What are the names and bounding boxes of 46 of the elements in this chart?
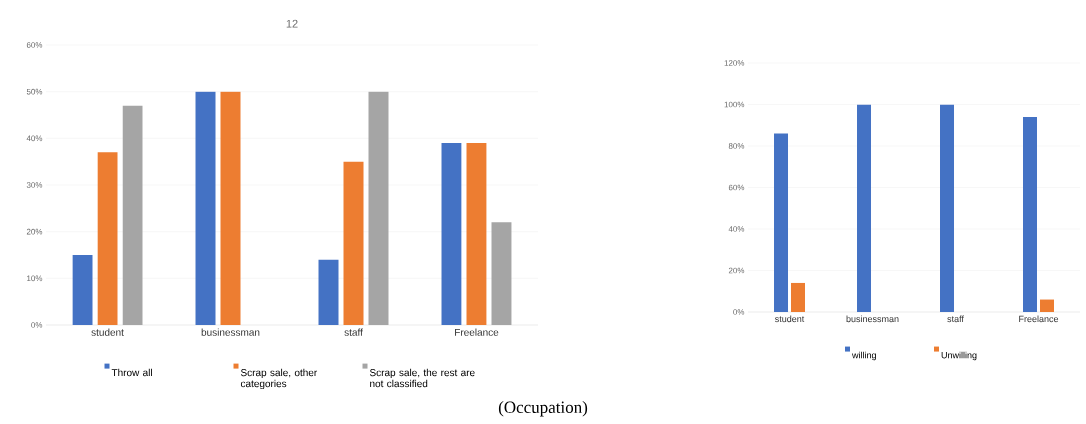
- x-tick-label: Freelance: [455, 328, 499, 336]
- bar: [857, 104, 872, 312]
- y-tick-label: 20%: [728, 267, 745, 274]
- chart-title: 12: [286, 19, 298, 28]
- legend-label: Throw all: [111, 368, 152, 377]
- bar: [1040, 299, 1054, 312]
- bar: [1023, 116, 1037, 312]
- bar: [195, 91, 216, 325]
- y-tick-label: 80%: [728, 143, 745, 149]
- y-tick-label: 60%: [728, 184, 745, 191]
- y-tick-label: 120%: [724, 60, 745, 66]
- legend-label: Unwilling: [941, 351, 977, 361]
- y-tick-label: 100%: [724, 101, 745, 108]
- legend-label: willing: [851, 351, 876, 361]
- bar: [441, 143, 462, 325]
- y-tick-label: 40%: [26, 135, 43, 142]
- bar: [97, 152, 118, 325]
- x-tick-label: student: [91, 328, 124, 336]
- legend-label: Scrap sale, the rest are not classified: [369, 368, 475, 388]
- x-tick-label: businessman: [201, 328, 260, 336]
- x-tick-label: Freelance: [1019, 315, 1059, 323]
- y-tick-label: 50%: [26, 88, 43, 95]
- x-tick-label: staff: [344, 328, 363, 336]
- y-tick-label: 60%: [26, 42, 43, 48]
- bar: [791, 282, 806, 312]
- bar: [774, 133, 789, 312]
- bar: [940, 104, 955, 312]
- y-tick-label: 10%: [27, 275, 43, 282]
- bar: [72, 255, 93, 325]
- x-tick-label: student: [775, 315, 805, 323]
- y-tick-label: 20%: [26, 228, 43, 235]
- bar: [491, 222, 512, 325]
- y-tick-label: 30%: [26, 182, 43, 188]
- x-tick-label: staff: [947, 315, 964, 323]
- bar: [368, 91, 389, 325]
- legend-label: Scrap sale, other categories: [240, 368, 318, 390]
- bar: [466, 143, 487, 325]
- y-tick-label: 40%: [728, 226, 745, 232]
- bar: [318, 259, 339, 325]
- bar: [343, 161, 364, 325]
- x-tick-label: businessman: [846, 315, 899, 323]
- y-tick-label: 0%: [31, 322, 43, 328]
- y-tick-label: 0%: [733, 309, 745, 315]
- bar: [122, 105, 143, 325]
- bar: [220, 91, 241, 325]
- text: (Occupation): [498, 401, 588, 417]
